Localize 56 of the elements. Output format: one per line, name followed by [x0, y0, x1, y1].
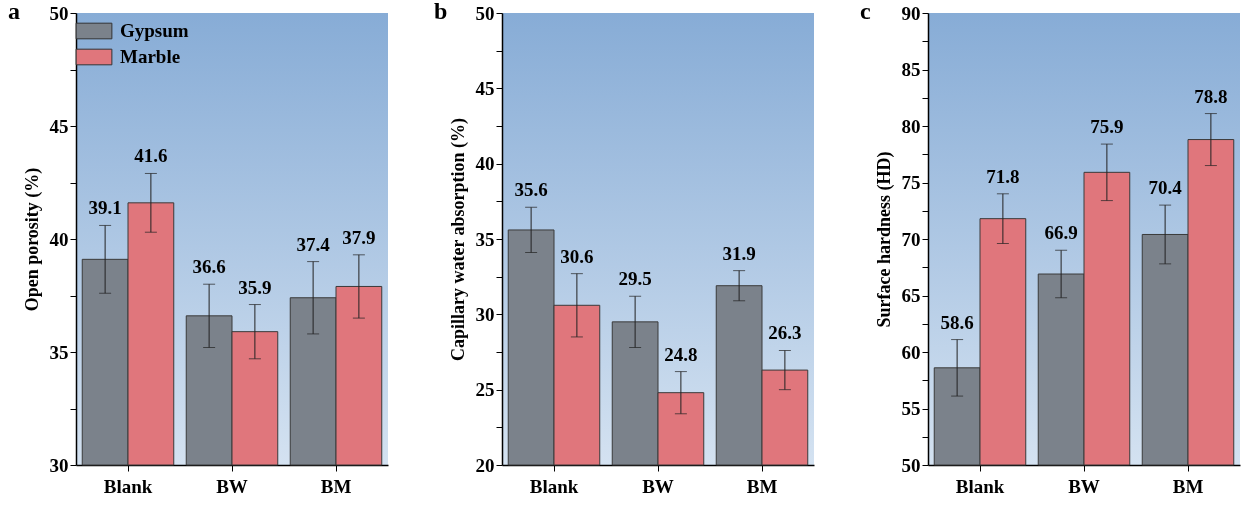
data-label: 35.6: [514, 179, 548, 201]
y-tick-label: 85: [901, 59, 921, 80]
y-axis-title: Surface hardness (HD): [873, 151, 895, 328]
x-tick-label: BM: [320, 475, 352, 497]
y-tick-label: 90: [901, 2, 921, 24]
chart-title: c: [860, 0, 871, 24]
x-tick-label: BM: [746, 475, 778, 497]
data-label: 78.8: [1194, 85, 1228, 107]
data-label: 75.9: [1090, 116, 1124, 138]
y-tick-label: 60: [901, 341, 921, 363]
y-axis-title: Capillary water absorption (%): [447, 117, 469, 362]
y-tick-label: 45: [475, 77, 495, 99]
y-tick-label: 50: [49, 2, 69, 24]
y-tick-label: 30: [49, 454, 69, 476]
data-label: 35.9: [238, 276, 272, 298]
x-tick-label: BW: [642, 475, 674, 497]
chart-title: a: [8, 0, 20, 24]
data-label: 41.6: [134, 145, 168, 167]
y-tick-label: 45: [49, 115, 69, 137]
data-label: 30.6: [560, 245, 594, 267]
legend-label: Gypsum: [120, 20, 189, 41]
x-tick-label: BW: [216, 475, 248, 497]
data-label: 24.8: [664, 343, 698, 365]
y-tick-label: 70: [901, 228, 921, 250]
chart-title: b: [434, 0, 448, 24]
data-label: 26.3: [768, 322, 802, 344]
y-tick-label: 80: [901, 115, 921, 137]
data-label: 39.1: [88, 197, 122, 219]
y-tick-label: 65: [901, 285, 921, 306]
y-tick-label: 25: [475, 379, 495, 401]
y-tick-label: 40: [475, 153, 495, 175]
x-tick-label: BM: [1172, 475, 1204, 497]
y-tick-label: 50: [901, 454, 921, 476]
data-label: 31.9: [722, 242, 756, 264]
y-tick-label: 75: [901, 172, 921, 193]
data-label: 71.8: [986, 165, 1020, 187]
legend-label: Marble: [120, 46, 181, 67]
y-tick-label: 40: [49, 228, 69, 250]
y-tick-label: 30: [475, 303, 495, 325]
data-label: 36.6: [192, 256, 226, 278]
data-label: 70.4: [1148, 177, 1183, 199]
y-axis-title: Open porosity (%): [21, 167, 43, 312]
y-tick-label: 50: [475, 2, 495, 24]
y-tick-label: 20: [475, 454, 495, 476]
y-tick-label: 35: [475, 228, 495, 250]
x-tick-label: Blank: [955, 475, 1005, 497]
data-label: 37.9: [342, 226, 376, 248]
y-tick-label: 55: [901, 398, 921, 419]
data-label: 29.5: [618, 268, 652, 290]
y-tick-label: 35: [49, 341, 69, 363]
data-label: 58.6: [940, 311, 974, 333]
x-tick-label: BW: [1068, 475, 1100, 497]
data-label: 66.9: [1044, 222, 1078, 244]
x-tick-label: Blank: [529, 475, 579, 497]
x-tick-label: Blank: [103, 475, 153, 497]
data-label: 37.4: [296, 233, 331, 255]
